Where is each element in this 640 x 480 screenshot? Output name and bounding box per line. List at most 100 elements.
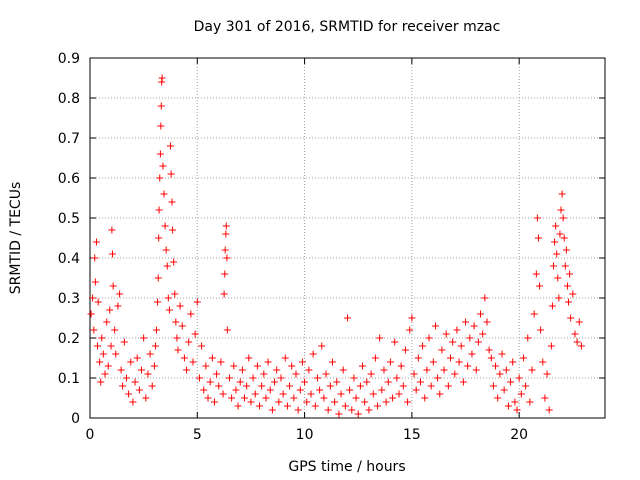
data-point <box>504 402 512 410</box>
data-point <box>545 406 553 414</box>
data-point <box>519 354 527 362</box>
data-point <box>466 334 474 342</box>
data-point <box>108 226 116 234</box>
data-point <box>247 398 255 406</box>
data-point <box>566 270 574 278</box>
data-point <box>408 314 416 322</box>
data-point <box>296 386 304 394</box>
data-point <box>474 338 482 346</box>
y-tick-label: 0.3 <box>58 291 80 307</box>
data-point <box>281 354 289 362</box>
x-tick-label: 5 <box>193 427 202 443</box>
data-point <box>94 342 102 350</box>
data-point <box>230 362 238 370</box>
data-point <box>191 330 199 338</box>
data-point <box>541 394 549 402</box>
data-point <box>140 334 148 342</box>
data-point <box>532 270 540 278</box>
data-point <box>515 374 523 382</box>
data-point <box>148 382 156 390</box>
data-point <box>215 382 223 390</box>
data-point <box>165 306 173 314</box>
data-point <box>234 402 242 410</box>
data-point <box>509 358 517 366</box>
data-point <box>453 326 461 334</box>
x-tick-label: 0 <box>86 427 95 443</box>
data-point <box>220 290 228 298</box>
data-point <box>565 298 573 306</box>
data-point <box>228 394 236 402</box>
data-point <box>496 370 504 378</box>
data-point <box>119 382 127 390</box>
data-point <box>219 390 227 398</box>
data-point <box>333 378 341 386</box>
data-point <box>365 406 373 414</box>
data-point <box>195 374 203 382</box>
data-point <box>571 330 579 338</box>
data-point <box>376 334 384 342</box>
data-point <box>483 318 491 326</box>
data-point <box>262 394 270 402</box>
data-point <box>447 354 454 362</box>
data-point <box>283 402 291 410</box>
data-point <box>309 350 317 358</box>
data-point <box>558 190 566 198</box>
data-point <box>339 366 347 374</box>
data-point <box>431 322 439 330</box>
data-point <box>271 378 279 386</box>
data-point <box>559 214 567 222</box>
data-point <box>96 358 104 366</box>
data-point <box>98 334 106 342</box>
data-point <box>371 354 379 362</box>
data-point <box>369 390 377 398</box>
axis-ticks: 0 0.1 0.2 0.3 0.4 0.5 0.6 0.7 0.8 0.9 0 5 10 15 20 <box>58 51 605 443</box>
data-point <box>89 294 97 302</box>
y-tick-label: 0 <box>71 411 80 427</box>
data-point <box>161 222 169 230</box>
data-points <box>87 74 585 418</box>
plot-frame <box>89 57 606 419</box>
data-point <box>511 398 519 406</box>
data-point <box>468 350 476 358</box>
data-point <box>155 234 163 242</box>
data-point <box>382 398 390 406</box>
data-point <box>223 254 231 262</box>
data-point <box>142 394 150 402</box>
data-point <box>236 378 244 386</box>
data-point <box>87 310 95 318</box>
data-point <box>99 350 107 358</box>
data-point <box>492 362 500 370</box>
data-point <box>328 358 336 366</box>
data-point <box>241 394 248 402</box>
data-point <box>316 386 324 394</box>
data-point <box>513 406 521 414</box>
data-point <box>551 238 559 246</box>
data-point <box>436 390 444 398</box>
data-point <box>91 278 99 286</box>
data-point <box>163 262 171 270</box>
data-point <box>557 206 565 214</box>
data-point <box>455 358 463 366</box>
data-point <box>198 342 206 350</box>
data-point <box>153 326 161 334</box>
data-point <box>419 342 427 350</box>
data-point <box>232 386 240 394</box>
data-point <box>361 398 369 406</box>
chart-title: Day 301 of 2016, SRMTID for receiver mza… <box>194 19 501 35</box>
data-point <box>346 386 354 394</box>
data-point <box>356 382 364 390</box>
data-point <box>103 318 111 326</box>
data-point <box>277 374 285 382</box>
data-point <box>449 338 457 346</box>
data-point <box>500 386 508 394</box>
data-point <box>337 390 345 398</box>
data-point <box>135 386 143 394</box>
data-point <box>479 330 487 338</box>
data-point <box>146 350 154 358</box>
data-point <box>318 342 326 350</box>
data-point <box>275 398 283 406</box>
data-point <box>507 378 515 386</box>
data-point <box>168 198 176 206</box>
data-point <box>264 358 272 366</box>
data-point <box>174 346 182 354</box>
